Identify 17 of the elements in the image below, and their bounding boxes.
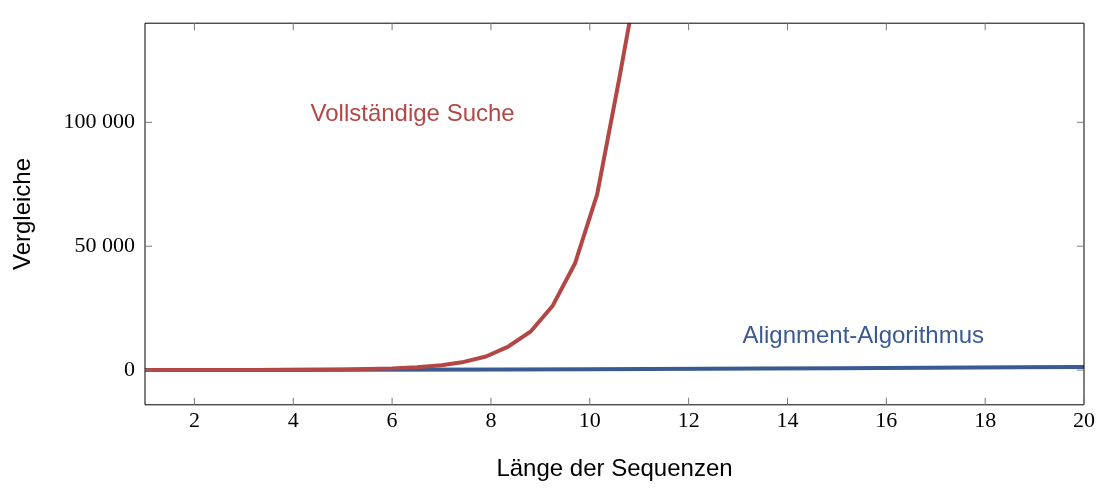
x-tick-label: 12: [677, 406, 700, 432]
y-tick-label: 50 000: [74, 231, 135, 257]
y-axis-title: Vergleiche: [8, 157, 36, 271]
x-tick-label: 4: [287, 406, 299, 432]
text: Vollständige Suche: [310, 99, 515, 127]
x-tick-label: 18: [974, 406, 997, 432]
y-tick-label: 0: [124, 355, 135, 381]
y-tick-label: 100 000: [63, 108, 135, 134]
x-tick-label: 14: [776, 406, 799, 432]
series-label: Alignment-Algorithmus: [742, 320, 985, 348]
x-axis-title: Länge der Sequenzen: [496, 454, 733, 482]
x-tick-label: 6: [386, 406, 398, 432]
x-tick-label: 10: [578, 406, 601, 432]
x-tick-label: 2: [188, 406, 200, 432]
x-tick-label: 16: [875, 406, 898, 432]
x-tick-label: 8: [485, 406, 497, 432]
x-tick-label: 20: [1073, 406, 1095, 432]
